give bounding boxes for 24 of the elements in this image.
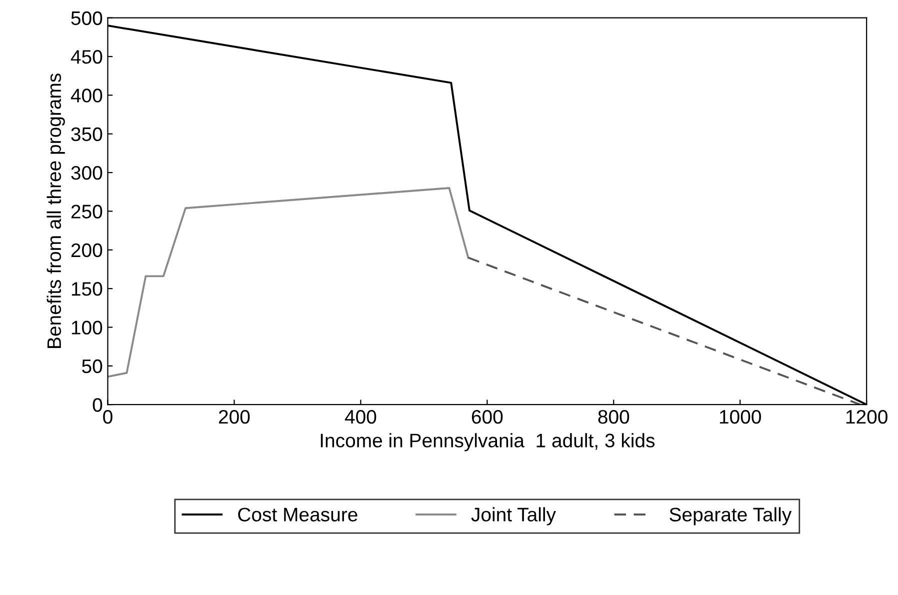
y-tick-label: 250 [71, 204, 102, 218]
y-tick-label: 450 [70, 50, 102, 64]
line-series [108, 187, 470, 378]
legend-label: Separate Tally [670, 507, 792, 526]
y-tick-label: 0 [92, 398, 102, 412]
y-tick-label: 150 [72, 282, 102, 296]
x-tick-label: 600 [472, 410, 503, 424]
y-tick-label: 50 [82, 359, 102, 374]
x-tick-label: 1000 [720, 410, 761, 424]
y-tick-label: 500 [71, 11, 102, 26]
y-tick-label: 200 [71, 243, 102, 258]
x-axis-title: Income in Pennsylvania 1 adult, 3 kids [320, 433, 655, 452]
x-tick-label: 1200 [846, 410, 888, 424]
legend-label: Cost Measure [238, 508, 358, 522]
y-tick-label: 350 [71, 127, 102, 142]
x-tick-label: 400 [344, 410, 376, 424]
x-tick-label: 200 [218, 410, 250, 424]
legend-label: Joint Tally [471, 507, 556, 526]
y-tick-label: 100 [72, 320, 102, 334]
y-tick-label: 300 [71, 166, 102, 180]
x-tick-label: 0 [103, 410, 112, 424]
y-axis-title: Benefits from all three programs [46, 74, 65, 348]
x-tick-label: 800 [598, 410, 630, 424]
y-tick-label: 400 [70, 88, 102, 102]
